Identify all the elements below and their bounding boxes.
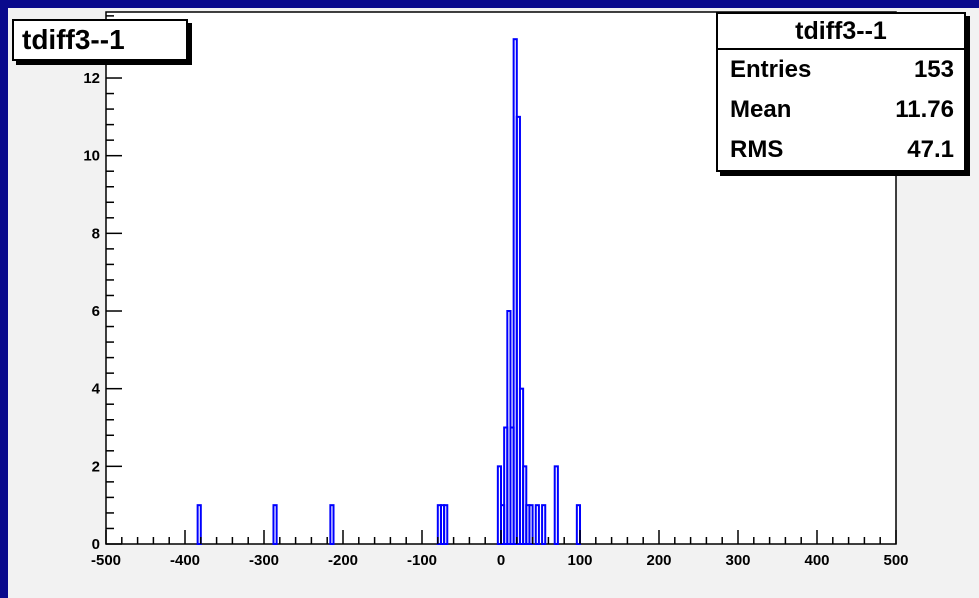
histogram-bin <box>553 465 559 545</box>
stats-title: tdiff3--1 <box>718 14 964 50</box>
x-tick-label: -400 <box>170 552 200 569</box>
stats-row-rms: RMS 47.1 <box>718 130 964 170</box>
stats-row-entries: Entries 153 <box>718 50 964 90</box>
y-tick-label: 0 <box>92 536 100 553</box>
histogram-title-box: tdiff3--1 <box>12 19 188 61</box>
x-tick-label: -300 <box>249 552 279 569</box>
histogram-bin <box>534 504 540 545</box>
stats-label-mean: Mean <box>730 96 792 123</box>
x-tick-label: -200 <box>328 552 358 569</box>
histogram-bin <box>575 504 582 545</box>
y-tick-label: 12 <box>83 70 100 87</box>
histogram-title: tdiff3--1 <box>22 24 125 55</box>
histogram-bars <box>196 38 582 546</box>
histogram-bin <box>196 504 202 545</box>
histogram-bin <box>443 504 449 545</box>
y-tick-label: 8 <box>92 225 100 242</box>
histogram-bin <box>272 504 278 545</box>
y-tick-label: 6 <box>92 303 100 320</box>
stats-label-rms: RMS <box>730 136 784 163</box>
x-tick-label: 500 <box>883 552 908 569</box>
x-tick-label: -100 <box>407 552 437 569</box>
y-tick-label: 10 <box>83 148 100 165</box>
x-tick-label: 300 <box>725 552 750 569</box>
stats-label-entries: Entries <box>730 56 812 83</box>
histogram-bin <box>528 504 534 545</box>
stats-value-mean: 11.76 <box>895 96 954 123</box>
stats-row-mean: Mean 11.76 <box>718 90 964 130</box>
x-tick-label: 100 <box>567 552 592 569</box>
histogram-bin <box>541 504 547 545</box>
y-tick-label: 2 <box>92 458 100 475</box>
histogram-bin <box>515 115 521 546</box>
stats-value-rms: 47.1 <box>907 136 954 163</box>
x-tick-label: 0 <box>497 552 505 569</box>
x-tick-label: -500 <box>91 552 121 569</box>
stats-box: tdiff3--1 Entries 153 Mean 11.76 RMS 47.… <box>716 12 966 172</box>
y-tick-label: 4 <box>92 381 101 398</box>
x-tick-label: 200 <box>646 552 671 569</box>
stats-value-entries: 153 <box>913 56 954 83</box>
axes: -500 -400 -300 -200 -100 0 100 200 300 400 500 0 2 4 6… <box>83 15 909 569</box>
x-tick-label: 400 <box>804 552 829 569</box>
histogram-bin <box>329 504 335 545</box>
